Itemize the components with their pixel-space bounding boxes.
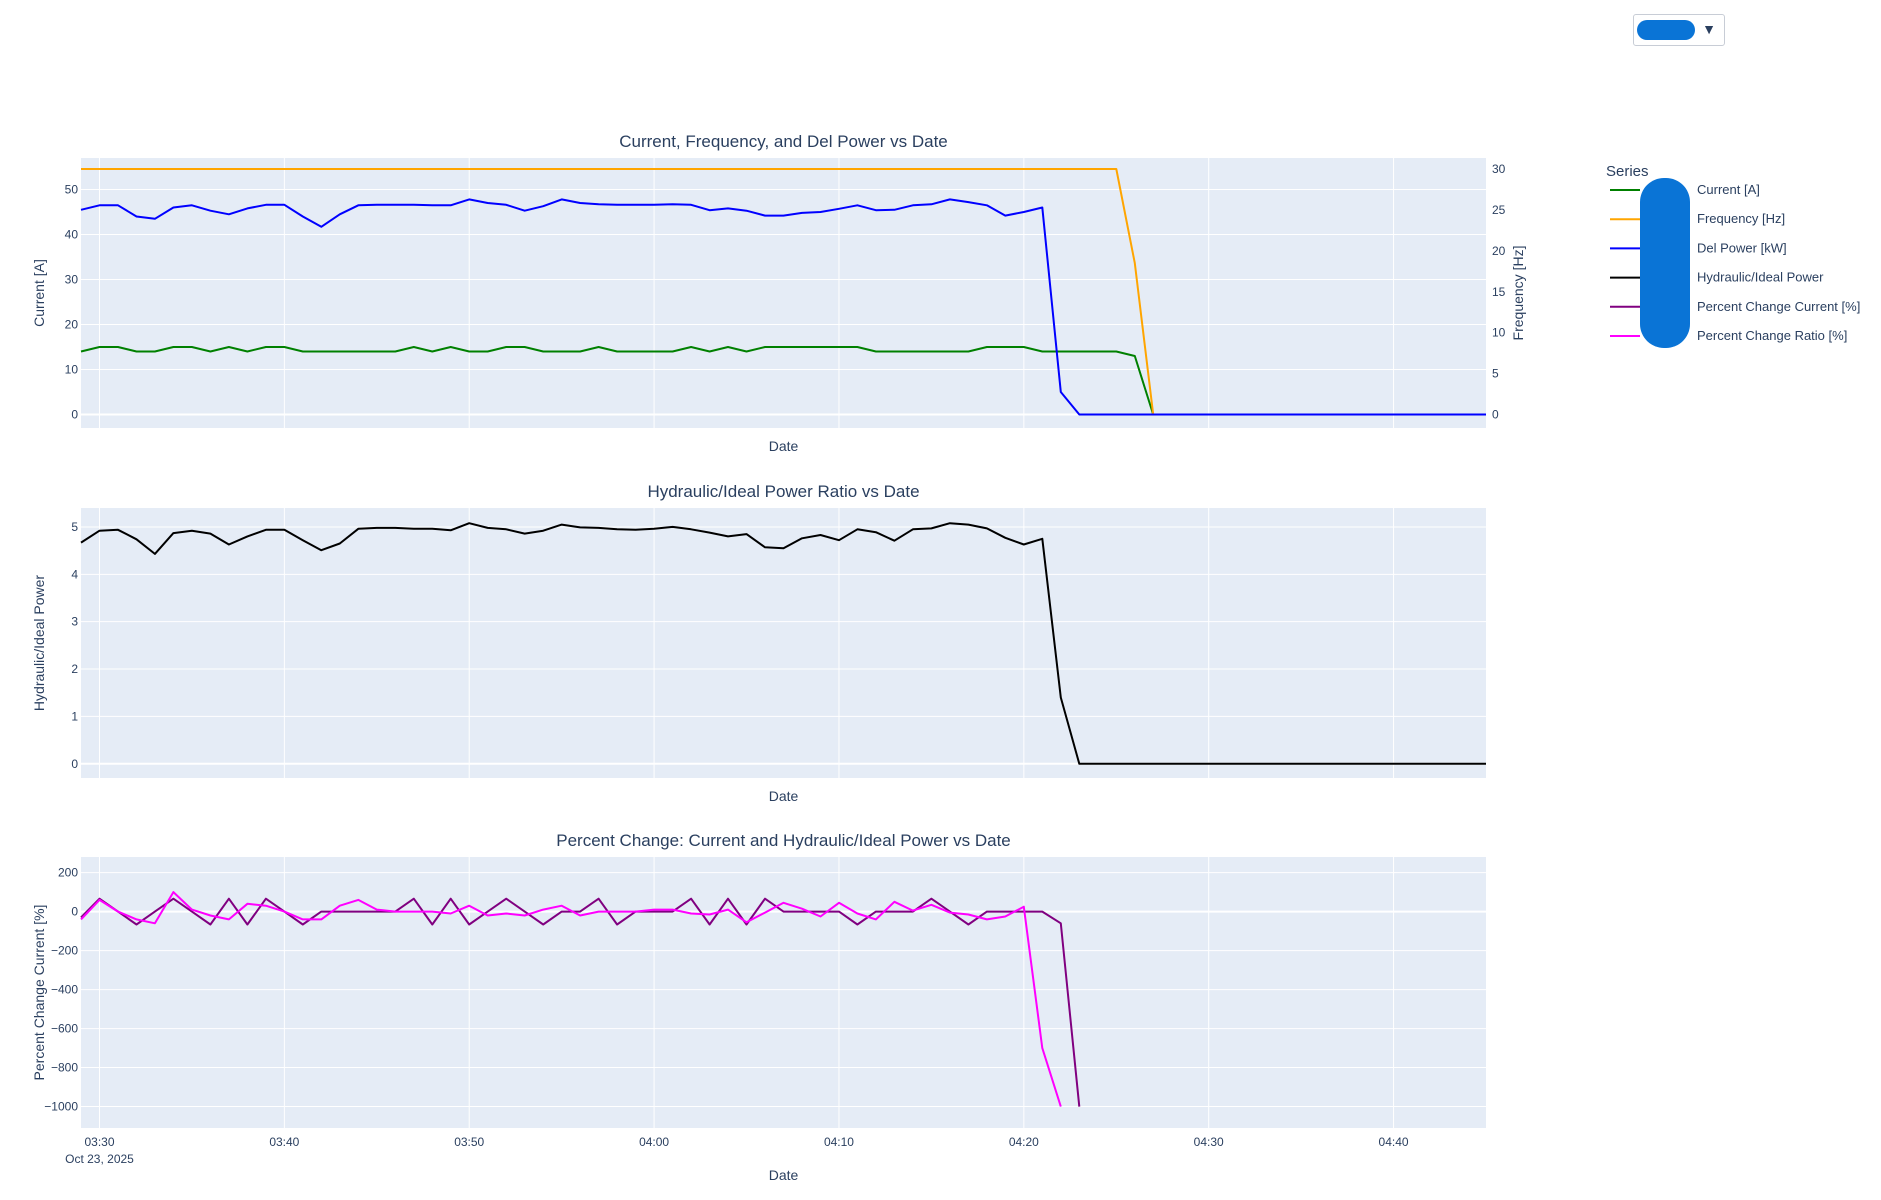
y2-tick-label: 20 xyxy=(1492,244,1506,258)
legend-item-label: Del Power [kW] xyxy=(1697,240,1787,255)
y-tick-label: −400 xyxy=(51,983,78,997)
y2-tick-label: 30 xyxy=(1492,162,1506,176)
y2-tick-label: 10 xyxy=(1492,326,1506,340)
plot-area xyxy=(81,508,1486,778)
legend-item-label: Hydraulic/Ideal Power xyxy=(1697,270,1824,285)
x-tick-label: 04:10 xyxy=(824,1135,854,1149)
chart-title: Percent Change: Current and Hydraulic/Id… xyxy=(556,831,1011,850)
y-tick-label: 10 xyxy=(65,363,79,377)
x-axis-label: Date xyxy=(769,788,799,804)
legend-item-label: Percent Change Current [%] xyxy=(1697,299,1860,314)
x-axis-label: Date xyxy=(769,1167,799,1183)
series-line xyxy=(81,168,1486,416)
legend-item-label: Current [A] xyxy=(1697,182,1760,197)
y-tick-label: 50 xyxy=(65,183,79,197)
dropdown-arrow-icon: ▼ xyxy=(1702,21,1716,37)
y-tick-label: −200 xyxy=(51,944,78,958)
y2-tick-label: 25 xyxy=(1492,203,1506,217)
y-tick-label: 200 xyxy=(58,866,78,880)
y-tick-label: 0 xyxy=(71,757,78,771)
legend-title: Series xyxy=(1606,163,1649,180)
plot-area xyxy=(81,158,1486,428)
x-tick-label: 03:30 xyxy=(84,1135,114,1149)
x-tick-label: 04:00 xyxy=(639,1135,669,1149)
y-tick-label: 0 xyxy=(71,408,78,422)
y2-tick-label: 15 xyxy=(1492,285,1506,299)
y-tick-label: 3 xyxy=(71,615,78,629)
y-tick-label: 2 xyxy=(71,662,78,676)
y-axis-label: Current [A] xyxy=(31,259,47,327)
series-dropdown[interactable]: ▼ xyxy=(1633,14,1725,46)
y-tick-label: 30 xyxy=(65,273,79,287)
legend-item-label: Frequency [Hz] xyxy=(1697,211,1785,226)
series-line xyxy=(80,198,1486,416)
legend-item-label: Percent Change Ratio [%] xyxy=(1697,328,1847,343)
y-axis-label: Hydraulic/Ideal Power xyxy=(31,575,47,712)
x-tick-label: 04:20 xyxy=(1009,1135,1039,1149)
y2-tick-label: 5 xyxy=(1492,367,1499,381)
y2-tick-label: 0 xyxy=(1492,408,1499,422)
y-tick-label: −600 xyxy=(51,1022,78,1036)
series-line xyxy=(80,522,1486,765)
y-tick-label: 5 xyxy=(71,520,78,534)
x-tick-label: 03:50 xyxy=(454,1135,484,1149)
y-axis-label: Percent Change Current [%] xyxy=(31,905,47,1081)
x-tick-label: 04:30 xyxy=(1194,1135,1224,1149)
y-tick-label: 20 xyxy=(65,318,79,332)
legend-mask xyxy=(1640,178,1690,348)
x-tick-label: 04:40 xyxy=(1379,1135,1409,1149)
y-tick-label: −800 xyxy=(51,1061,78,1075)
y-tick-label: −1000 xyxy=(44,1100,78,1114)
y2-axis-label: Frequency [Hz] xyxy=(1510,246,1526,341)
x-axis-label: Date xyxy=(769,438,799,454)
x-tick-date-label: Oct 23, 2025 xyxy=(65,1152,134,1166)
plot-area xyxy=(81,857,1486,1128)
y-tick-label: 40 xyxy=(65,228,79,242)
y-tick-label: 4 xyxy=(71,567,78,581)
chart-title: Current, Frequency, and Del Power vs Dat… xyxy=(619,132,948,151)
chart-title: Hydraulic/Ideal Power Ratio vs Date xyxy=(647,482,919,501)
y-tick-label: 0 xyxy=(71,905,78,919)
series-line xyxy=(80,891,1062,1107)
dropdown-selected-value xyxy=(1637,20,1695,40)
x-tick-label: 03:40 xyxy=(269,1135,299,1149)
y-tick-label: 1 xyxy=(71,709,78,723)
series-line xyxy=(80,346,1486,416)
